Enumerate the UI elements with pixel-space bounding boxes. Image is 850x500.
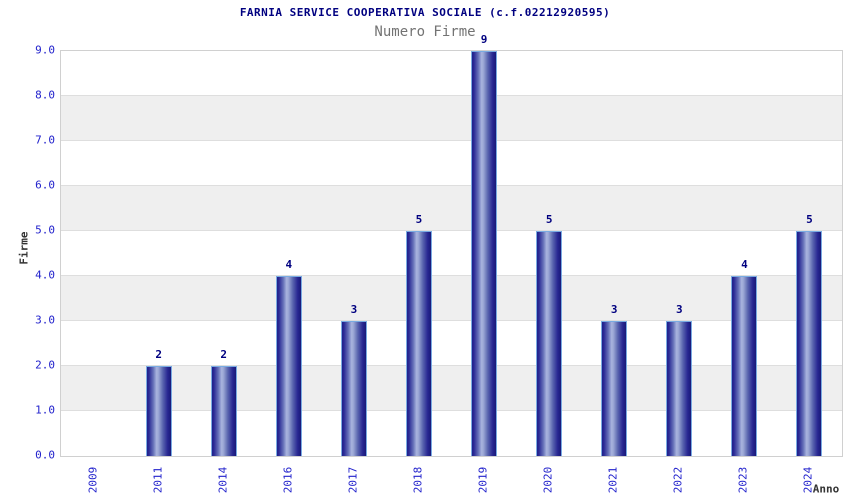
bar-2020 [536, 231, 563, 456]
gridline [61, 410, 842, 411]
x-tick-label-2011: 2011 [151, 466, 165, 494]
x-tick-label-2016: 2016 [281, 466, 295, 494]
x-tick-label-2024: 2024 [801, 466, 815, 494]
bar-2014 [210, 366, 237, 456]
gridline [61, 230, 842, 231]
gridline [61, 140, 842, 141]
bar-2022 [666, 321, 693, 456]
plot-band [61, 366, 842, 411]
chart-title: FARNIA SERVICE COOPERATIVA SOCIALE (c.f.… [239, 6, 611, 19]
gridline [61, 365, 842, 366]
chart-subtitle: Numero Firme [374, 24, 476, 40]
y-tick-label: 5.0 [35, 223, 55, 237]
bar-value-label-2016: 4 [285, 258, 293, 271]
x-tick-label-2009: 2009 [86, 466, 100, 494]
gridline [61, 185, 842, 186]
x-tick-label-2020: 2020 [541, 466, 555, 494]
bar-2019 [471, 51, 498, 456]
y-tick-label: 8.0 [35, 88, 55, 102]
bar-2021 [601, 321, 628, 456]
bar-value-label-2024: 5 [806, 213, 813, 226]
x-tick-label-2022: 2022 [671, 466, 685, 494]
plot-band [61, 96, 842, 141]
y-tick-label: 4.0 [35, 268, 55, 282]
bar-2023 [731, 276, 758, 456]
x-tick-label-2019: 2019 [476, 466, 490, 494]
y-tick-label: 6.0 [35, 178, 55, 192]
gridline [61, 95, 842, 96]
bar-value-label-2017: 3 [350, 303, 358, 316]
gridline [61, 320, 842, 321]
y-tick-label: 9.0 [35, 43, 55, 57]
plot-band [61, 411, 842, 456]
x-axis-title: Anno [812, 482, 840, 496]
x-tick-label-2018: 2018 [411, 466, 425, 494]
y-tick-label: 0.0 [35, 448, 55, 462]
y-tick-label: 3.0 [35, 313, 55, 327]
x-tick-label-2023: 2023 [736, 466, 750, 494]
bar-value-label-2022: 3 [675, 303, 683, 316]
bar-2011 [145, 366, 172, 456]
gridline [61, 275, 842, 276]
y-tick-label: 1.0 [35, 403, 55, 417]
x-tick-label-2017: 2017 [346, 466, 360, 494]
plot-band [61, 276, 842, 321]
x-tick-label-2021: 2021 [606, 466, 620, 494]
bar-value-label-2020: 5 [545, 213, 553, 226]
bar-value-label-2019: 9 [480, 33, 488, 46]
plot-band [61, 186, 842, 231]
bar-value-label-2011: 2 [155, 348, 162, 361]
y-tick-label: 7.0 [35, 133, 55, 147]
plot-band [61, 321, 842, 366]
plot-band [61, 141, 842, 186]
bar-2016 [275, 276, 302, 456]
bar-value-label-2023: 4 [741, 258, 748, 271]
bar-2024 [796, 231, 823, 456]
plot-band [61, 231, 842, 276]
bar-value-label-2014: 2 [220, 348, 228, 361]
bar-value-label-2018: 5 [415, 213, 423, 226]
bar-2017 [340, 321, 367, 456]
y-tick-label: 2.0 [35, 358, 55, 372]
plot-area: 2 2 4 3 5 9 5 3 3 4 5 [60, 33, 843, 457]
x-tick-label-2014: 2014 [216, 466, 230, 494]
bar-value-label-2021: 3 [610, 303, 618, 316]
plot-band [61, 51, 842, 96]
bar-2018 [405, 231, 432, 456]
